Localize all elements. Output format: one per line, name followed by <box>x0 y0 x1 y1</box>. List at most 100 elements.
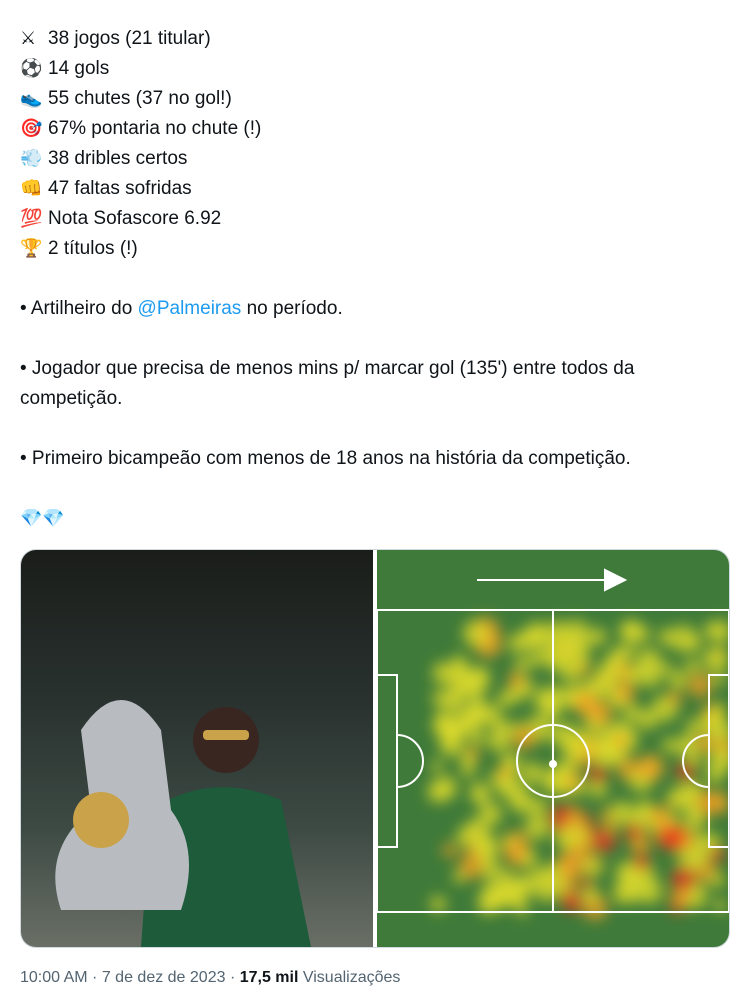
heat-blob <box>657 823 686 851</box>
heat-blob <box>528 651 544 667</box>
heat-blob <box>462 620 489 647</box>
heat-blob <box>615 682 636 703</box>
heat-blob <box>534 692 549 708</box>
heat-blob <box>649 805 670 826</box>
heat-blob <box>469 695 484 710</box>
heat-blob <box>623 704 642 722</box>
heat-blob <box>713 898 727 912</box>
heat-blob <box>637 709 658 730</box>
heat-blob <box>620 621 639 640</box>
heat-blob <box>588 765 607 784</box>
separator: · <box>87 969 102 986</box>
heat-blob <box>633 854 650 871</box>
paragraph-bicampeao: • Primeiro bicampeão com menos de 18 ano… <box>20 448 631 469</box>
heat-blob <box>637 754 664 781</box>
heat-blob <box>668 670 688 690</box>
views-count: 17,5 mil <box>239 969 299 986</box>
paragraph-top-scorer: • Artilheiro do @Palmeiras no período. <box>20 294 732 324</box>
date-link[interactable]: 7 de dez de 2023 <box>101 969 226 986</box>
heat-blob <box>688 753 702 767</box>
heat-blob <box>524 814 550 840</box>
heat-blob <box>705 791 729 815</box>
stat-text: Nota Sofascore 6.92 <box>48 208 222 229</box>
heat-blob <box>701 711 723 733</box>
heat-blob <box>568 897 583 912</box>
dash-icon: 💨 <box>20 148 43 169</box>
heat-blob <box>561 819 589 847</box>
heatmap-image[interactable] <box>376 550 729 947</box>
heat-blob <box>427 780 450 803</box>
heat-blob <box>690 844 710 864</box>
heat-blob <box>527 796 547 817</box>
heat-blob <box>566 773 581 787</box>
heat-blob <box>431 760 444 773</box>
heat-blob <box>508 891 524 907</box>
stat-text: 14 gols <box>48 58 110 79</box>
heat-blob <box>581 855 604 877</box>
heat-blob <box>609 801 635 826</box>
trophy-icon: 🏆 <box>20 238 43 259</box>
heat-blob <box>710 872 726 888</box>
heat-blob <box>669 625 697 653</box>
stat-text: 38 jogos (21 titular) <box>48 28 211 49</box>
heat-blob <box>589 779 608 798</box>
heat-blob <box>588 627 607 646</box>
heat-blob <box>564 619 590 646</box>
heat-blob <box>452 654 466 668</box>
stat-line: 💯 Nota Sofascore 6.92 <box>20 204 732 234</box>
heat-blob <box>497 766 511 779</box>
heat-blob <box>502 835 515 848</box>
sneaker-icon: 👟 <box>20 88 43 109</box>
heat-blob <box>590 670 618 698</box>
heat-blob <box>637 878 663 904</box>
heat-blob <box>567 806 583 822</box>
heat-blob <box>686 718 703 735</box>
heat-blob <box>493 719 511 737</box>
heat-blob <box>530 868 547 885</box>
tweet-meta: 10:00 AM · 7 de dez de 2023 · 17,5 mil V… <box>20 969 400 987</box>
heat-blob <box>581 885 599 903</box>
heat-blob <box>496 690 514 708</box>
heat-blob <box>511 793 531 814</box>
heat-blob <box>455 830 472 846</box>
heat-blob <box>670 887 691 908</box>
heat-blob <box>613 734 628 748</box>
stat-line: 🎯 67% pontaria no chute (!) <box>20 114 732 144</box>
heat-blob <box>680 788 705 813</box>
heat-blob <box>636 648 662 673</box>
heat-blob <box>461 667 489 695</box>
heat-blob <box>662 737 678 754</box>
stat-line: 🏆 2 títulos (!) <box>20 234 732 264</box>
views-label: Visualizações <box>298 969 401 986</box>
heat-blob <box>565 646 590 672</box>
heat-blob <box>507 672 525 689</box>
player-trophy-photo[interactable] <box>21 550 373 947</box>
heat-blob <box>612 881 635 904</box>
heat-blob <box>514 657 530 673</box>
heat-blob <box>573 691 598 716</box>
fist-icon: 👊 <box>20 178 43 199</box>
heat-blob <box>478 802 503 827</box>
stat-text: 47 faltas sofridas <box>48 178 192 199</box>
heat-blob <box>465 701 490 725</box>
crossed-swords-icon: ⚔ <box>20 28 37 49</box>
diamond-icons: 💎💎 <box>20 508 65 529</box>
heat-blob <box>563 883 577 897</box>
stat-text: 55 chutes (37 no gol!) <box>48 88 232 109</box>
stat-text: 67% pontaria no chute (!) <box>48 118 262 139</box>
soccer-ball-icon: ⚽ <box>20 58 43 79</box>
mention-link[interactable]: @Palmeiras <box>137 298 242 319</box>
media-grid <box>20 549 730 948</box>
heat-blob <box>683 806 708 831</box>
heat-blob <box>505 845 527 866</box>
text: • Artilheiro do <box>20 298 138 319</box>
heat-blob <box>447 682 468 703</box>
heat-blob <box>688 673 713 698</box>
heat-blob <box>468 729 485 746</box>
timestamp-link[interactable]: 10:00 AM <box>20 969 88 986</box>
heat-blob <box>541 767 567 794</box>
heat-blob <box>667 690 683 706</box>
heat-blob <box>709 620 729 643</box>
heat-blob <box>684 658 701 674</box>
heat-blob <box>475 790 489 805</box>
